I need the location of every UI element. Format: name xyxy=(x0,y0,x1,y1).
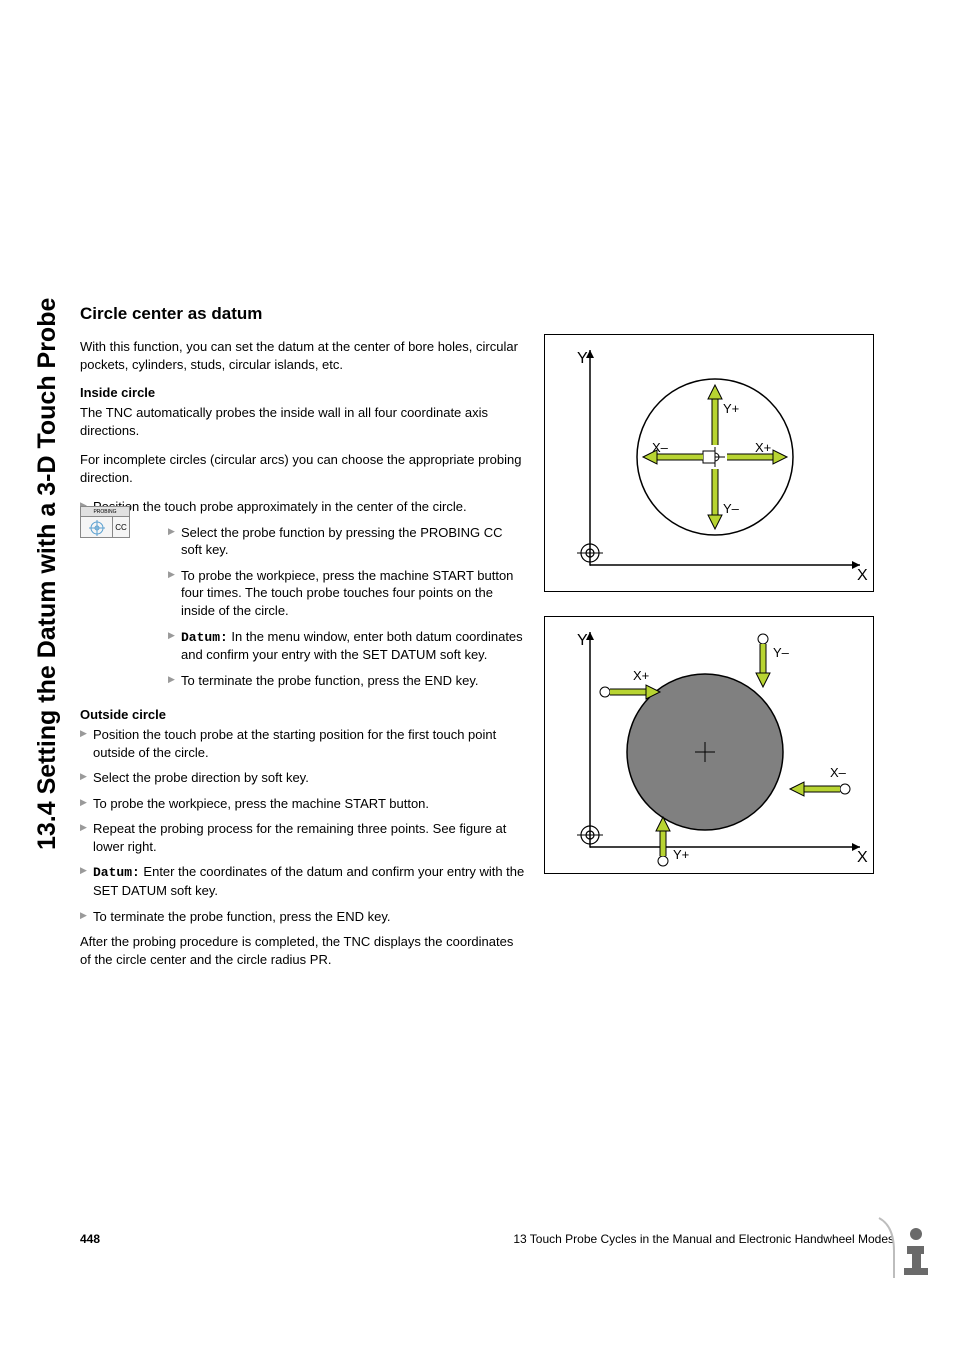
outside-step-1: Position the touch probe at the starting… xyxy=(80,726,525,761)
outside-step-datum: Datum: Enter the coordinates of the datu… xyxy=(80,863,525,899)
label-yplus-1: Y+ xyxy=(723,401,739,416)
intro-paragraph: With this function, you can set the datu… xyxy=(80,338,525,373)
inside-step-3: To probe the workpiece, press the machin… xyxy=(168,567,525,620)
inside-circle-diagram: Y X X– X+ xyxy=(544,334,874,592)
outside-circle-heading: Outside circle xyxy=(80,707,525,722)
chapter-title: 13 Touch Probe Cycles in the Manual and … xyxy=(513,1232,894,1246)
page-number: 448 xyxy=(80,1232,100,1246)
datum-text-2: Enter the coordinates of the datum and c… xyxy=(93,864,524,898)
datum-label: Datum: xyxy=(181,630,228,645)
inside-step-datum: Datum: In the menu window, enter both da… xyxy=(168,628,525,664)
axis-y-label: Y xyxy=(577,350,588,367)
inside-circle-heading: Inside circle xyxy=(80,385,525,400)
inside-step-5: To terminate the probe function, press t… xyxy=(168,672,525,690)
outside-step-2: Select the probe direction by soft key. xyxy=(80,769,525,787)
outside-step-6: To terminate the probe function, press t… xyxy=(80,908,525,926)
softkey-target-icon xyxy=(81,517,113,538)
info-icon xyxy=(874,1216,934,1278)
datum-label-2: Datum: xyxy=(93,865,140,880)
inside-step-2: Select the probe function by pressing th… xyxy=(168,524,525,559)
inside-p2: For incomplete circles (circular arcs) y… xyxy=(80,451,525,486)
inside-p1: The TNC automatically probes the inside … xyxy=(80,404,525,439)
axis-y-label-2: Y xyxy=(577,632,588,649)
outside-after: After the probing procedure is completed… xyxy=(80,933,525,968)
page-footer: 448 13 Touch Probe Cycles in the Manual … xyxy=(80,1232,894,1246)
label-xplus-1: X+ xyxy=(755,440,771,455)
label-xminus-1: X– xyxy=(652,440,669,455)
inside-step-1: Position the touch probe approximately i… xyxy=(80,498,525,516)
label-xplus-2: X+ xyxy=(633,668,649,683)
label-yplus-2: Y+ xyxy=(673,847,689,862)
label-yminus-1: Y– xyxy=(723,501,740,516)
heading-circle-center: Circle center as datum xyxy=(80,304,525,324)
softkey-top-label: PROBING xyxy=(81,507,129,517)
label-yminus-2: Y– xyxy=(773,645,790,660)
outside-circle-diagram: Y X X+ Y– xyxy=(544,616,874,874)
datum-text: In the menu window, enter both datum coo… xyxy=(181,629,523,663)
outside-step-4: Repeat the probing process for the remai… xyxy=(80,820,525,855)
probing-cc-softkey-icon: PROBING CC xyxy=(80,506,130,538)
section-sidebar-title: 13.4 Setting the Datum with a 3-D Touch … xyxy=(33,298,62,850)
label-xminus-2: X– xyxy=(830,765,847,780)
outside-step-3: To probe the workpiece, press the machin… xyxy=(80,795,525,813)
softkey-right-label: CC xyxy=(113,517,129,538)
axis-x-label-2: X xyxy=(857,849,868,866)
axis-x-label: X xyxy=(857,567,868,584)
